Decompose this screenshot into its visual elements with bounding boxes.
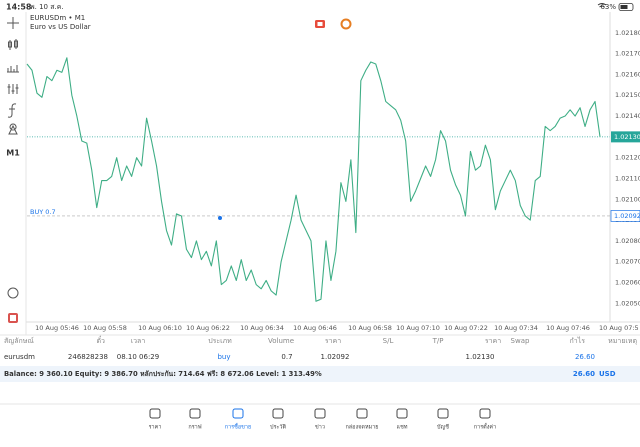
function-tool[interactable] <box>7 103 17 118</box>
price-axis-label: 1.02110 <box>615 174 640 182</box>
table-header[interactable]: เวลา <box>131 337 146 345</box>
price-axis-label: 1.02150 <box>615 91 640 99</box>
table-header[interactable]: กำไร <box>570 336 586 345</box>
currency: USD <box>599 370 616 378</box>
nav-label[interactable]: กล่องจดหมาย <box>345 425 378 431</box>
price-axis-label: 1.02070 <box>615 258 640 266</box>
table-cell[interactable]: 0.7 <box>281 353 292 361</box>
account-summary: Balance: 9 360.10 Equity: 9 386.70 หลักป… <box>4 370 322 378</box>
price-axis-label: 1.02080 <box>615 237 640 245</box>
battery-level: 63% <box>600 3 616 11</box>
nav-label[interactable]: กราฟ <box>188 424 201 431</box>
nav-icon[interactable] <box>356 408 368 419</box>
position-price-tag-label: 1.02092 <box>614 212 640 220</box>
position-price-tag <box>610 210 640 222</box>
signal-icon[interactable] <box>340 18 352 30</box>
price-line <box>26 57 601 302</box>
time-axis-label: 10 Aug 07:46 <box>546 324 590 332</box>
time-axis-label: 10 Aug 06:10 <box>138 324 182 332</box>
battery-icon <box>618 3 634 11</box>
table-cell[interactable]: buy <box>217 353 230 361</box>
total-profit: 26.60 <box>573 370 595 378</box>
table-cell[interactable]: 1.02130 <box>466 353 495 361</box>
time-axis-label: 10 Aug 07:10 <box>396 324 440 332</box>
nav-icon[interactable] <box>437 408 449 419</box>
crosshair-tool[interactable] <box>7 17 19 29</box>
current-price-tag-label: 1.02130 <box>614 133 640 141</box>
objects-tool[interactable] <box>8 123 18 135</box>
table-header[interactable]: ราคา <box>325 337 341 345</box>
price-axis-label: 1.02160 <box>615 70 640 78</box>
position-label: BUY 0.7 <box>30 208 56 216</box>
table-header[interactable]: ราคา <box>485 337 501 345</box>
nav-label[interactable]: การซื้อขาย <box>225 423 251 431</box>
table-header[interactable]: หมายเหตุ <box>608 337 637 345</box>
table-header[interactable]: ประเภท <box>208 337 232 345</box>
status-time: 14:58 <box>6 3 32 12</box>
time-axis-label: 10 Aug 06:46 <box>293 324 337 332</box>
nav-icon[interactable] <box>314 408 326 419</box>
price-axis-label: 1.02170 <box>615 50 640 58</box>
nav-label[interactable]: ราคา <box>149 425 162 431</box>
chart-description: Euro vs US Dollar <box>30 23 91 31</box>
nav-icon[interactable] <box>232 408 244 419</box>
price-axis-label: 1.02060 <box>615 279 640 287</box>
price-axis-label: 1.02180 <box>615 29 640 37</box>
time-axis-label: 10 Aug 06:58 <box>348 324 392 332</box>
nav-icon[interactable] <box>479 408 491 419</box>
nav-label[interactable]: ประวัติ <box>270 424 286 431</box>
time-axis-label: 10 Aug 05:58 <box>83 324 127 332</box>
settings-tool[interactable] <box>7 84 19 94</box>
time-axis-label: 10 Aug 05:46 <box>35 324 79 332</box>
time-axis-label: 10 Aug 06:34 <box>240 324 284 332</box>
price-axis-label: 1.02140 <box>615 112 640 120</box>
nav-label[interactable]: แชท <box>397 424 408 431</box>
entry-marker <box>218 215 222 220</box>
battery-fill <box>620 5 628 9</box>
time-axis-label: 10 Aug 07:34 <box>494 324 538 332</box>
table-cell[interactable]: 1.02092 <box>321 353 350 361</box>
time-axis-label: 10 Aug 06:22 <box>186 324 230 332</box>
table-cell[interactable]: 246828238 <box>68 353 108 361</box>
status-date: พ. 10 ส.ค. <box>30 3 64 11</box>
nav-icon[interactable] <box>272 408 284 419</box>
table-cell[interactable]: 26.60 <box>575 353 595 361</box>
current-price-tag <box>611 131 640 143</box>
timeframe-button[interactable]: M1 <box>6 149 20 158</box>
table-header[interactable]: T/P <box>432 337 444 345</box>
one-click-inner <box>317 22 323 26</box>
nav-icon[interactable] <box>189 408 201 419</box>
chart-type-tool[interactable] <box>8 39 18 50</box>
nav-label[interactable]: การตั้งค่า <box>474 423 496 431</box>
price-axis-label: 1.02050 <box>615 299 640 307</box>
table-cell[interactable]: 08.10 06:29 <box>117 353 159 361</box>
nav-label[interactable]: ข่าว <box>315 425 325 431</box>
table-cell[interactable]: eurusdm <box>4 353 35 361</box>
zoom-tool[interactable] <box>7 287 19 299</box>
table-header[interactable]: ตั๋ว <box>97 336 106 345</box>
table-header[interactable]: S/L <box>383 337 394 345</box>
price-axis-label: 1.02100 <box>615 195 640 203</box>
table-header[interactable]: สัญลักษณ์ <box>4 337 34 345</box>
nav-label[interactable]: บัญชี <box>437 424 449 431</box>
table-header[interactable]: Swap <box>511 337 530 345</box>
nav-icon[interactable] <box>149 408 161 419</box>
time-axis-label: 10 Aug 07:22 <box>444 324 488 332</box>
chart-symbol: EURUSDm • M1 <box>30 14 85 22</box>
table-header[interactable]: Volume <box>268 337 294 345</box>
nav-icon[interactable] <box>396 408 408 419</box>
price-axis-label: 1.02120 <box>615 154 640 162</box>
indicators-tool[interactable] <box>7 65 19 73</box>
summary-background <box>0 366 640 382</box>
time-axis-label: 10 Aug 07:5 <box>599 324 639 332</box>
trade-tool-inner <box>10 315 16 321</box>
wifi-icon <box>597 3 607 8</box>
